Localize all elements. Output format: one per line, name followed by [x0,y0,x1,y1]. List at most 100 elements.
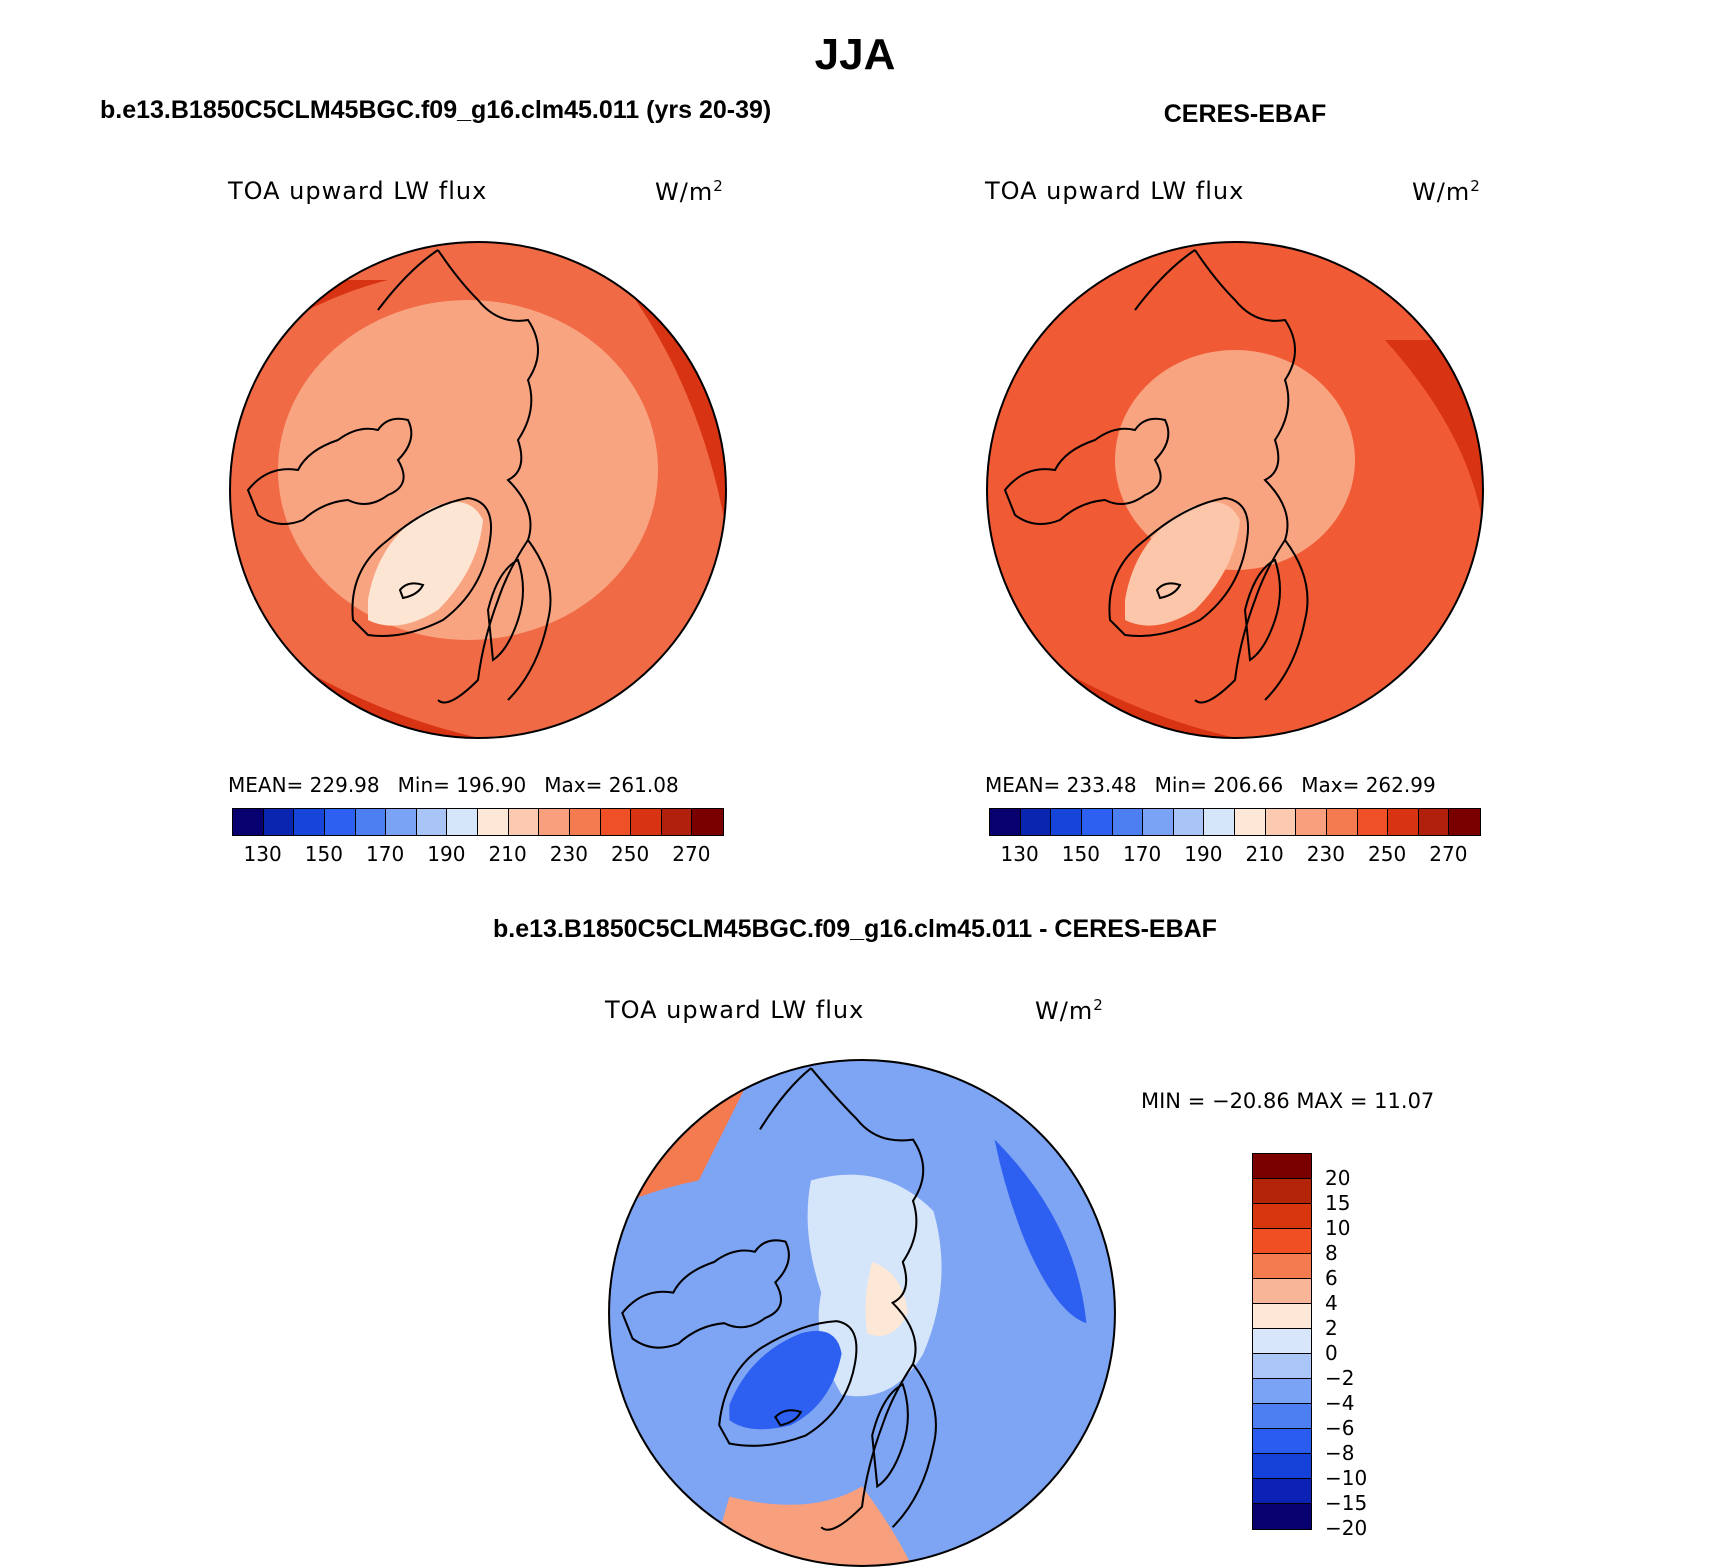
colorbar-swatch [416,809,448,835]
colorbar-swatch [1253,1429,1311,1454]
colorbar-swatch [539,809,570,835]
colorbar-swatch [447,809,478,835]
colorbar-tick-label: 15 [1325,1191,1351,1215]
colorbar-swatch [1296,809,1327,835]
model-greenland-field [368,502,483,626]
colorbar-tick-label: −15 [1325,1491,1368,1515]
colorbar-tick-label: −6 [1325,1416,1355,1440]
colorbar-tick-label: −8 [1325,1441,1355,1465]
colorbar-swatch [1235,809,1266,835]
colorbar-tick-label: 210 [488,842,527,866]
colorbar-swatch [263,809,295,835]
model-variable-label: TOA upward LW flux [228,177,488,205]
obs-stats: MEAN= 233.48 Min= 206.66 Max= 262.99 [985,773,1436,797]
colorbar-tick-label: 150 [304,842,343,866]
difference-colorbar [1252,1153,1312,1530]
colorbar-swatch [1253,1204,1311,1229]
colorbar-tick-label: 150 [1061,842,1100,866]
diff-coastline-iceland [774,1409,803,1427]
colorbar-swatch [508,809,540,835]
colorbar-tick-label: 210 [1245,842,1284,866]
colorbar-swatch [600,809,632,835]
colorbar-tick-label: −4 [1325,1391,1355,1415]
colorbar-tick-label: 10 [1325,1216,1351,1240]
diff-strong-negative-greenland [729,1330,842,1430]
obs-units-label: W/m2 [1412,177,1481,206]
obs-coastline-iceland [1155,582,1182,600]
colorbar-swatch [1253,1504,1311,1529]
diff-coastline-greenland [718,1320,858,1447]
colorbar-tick-label: 6 [1325,1266,1338,1290]
colorbar-swatch [1253,1279,1311,1304]
colorbar-tick-label: 270 [1429,842,1468,866]
diff-units-label: W/m2 [1035,996,1104,1025]
model-stats: MEAN= 229.98 Min= 196.90 Max= 261.08 [228,773,679,797]
colorbar-swatch [1143,809,1174,835]
obs-coastline-greenland [1108,496,1249,637]
diff-coastline-eurasia [759,1067,937,1531]
colorbar-swatch [1253,1379,1311,1404]
obs-panel-title: CERES-EBAF [1163,100,1327,128]
colorbar-tick-label: 190 [1184,842,1223,866]
diff-variable-label: TOA upward LW flux [605,996,865,1024]
model-coastline-canada [246,417,413,525]
diff-coastline-canada [621,1239,790,1349]
obs-coastline-scandinavia [1243,558,1281,662]
difference-panel-title: b.e13.B1850C5CLM45BGC.f09_g16.clm45.011 … [493,915,1217,943]
colorbar-swatch [990,809,1021,835]
model-polar-map [229,241,727,739]
colorbar-tick-label: 250 [611,842,650,866]
colorbar-swatch [1326,809,1358,835]
diff-strong-negative-east [994,1139,1087,1324]
model-colorbar-ticks: 130 150 170 190 210 230 250 270 [232,842,722,868]
colorbar-swatch [569,809,601,835]
model-arctic-field [278,300,658,640]
colorbar-tick-label: 8 [1325,1241,1338,1265]
model-panel-title: b.e13.B1850C5CLM45BGC.f09_g16.clm45.011 … [100,96,772,124]
diff-stats: MIN = −20.86 MAX = 11.07 [1141,1089,1435,1113]
colorbar-swatch [1253,1329,1311,1354]
colorbar-swatch [1253,1154,1311,1179]
model-coastline-eurasia [377,249,552,704]
colorbar-swatch [1204,809,1235,835]
colorbar-tick-label: −2 [1325,1366,1355,1390]
colorbar-swatch [661,809,693,835]
colorbar-tick-label: 2 [1325,1316,1338,1340]
colorbar-swatch [233,809,264,835]
obs-arctic-field [1115,350,1355,570]
colorbar-swatch [1020,809,1052,835]
model-coastline-greenland [351,496,492,637]
page-title: JJA [814,30,896,79]
difference-colorbar-ticks: 20 15 10 8 6 4 2 0 −2 −4 −6 −8 −10 −15 −20 [1325,1153,1385,1540]
obs-greenland-field [1125,502,1240,626]
colorbar-swatch [355,809,387,835]
colorbar-swatch [1253,1229,1311,1254]
colorbar-tick-label: −20 [1325,1516,1368,1540]
colorbar-tick-label: −10 [1325,1466,1368,1490]
colorbar-swatch [478,809,509,835]
colorbar-tick-label: 130 [1000,842,1039,866]
colorbar-tick-label: 170 [366,842,405,866]
obs-colorbar-ticks: 130 150 170 190 210 230 250 270 [989,842,1479,868]
model-coastline-scandinavia [486,558,524,662]
colorbar-tick-label: 130 [243,842,282,866]
model-coastline-iceland [398,582,425,600]
colorbar-tick-label: 270 [672,842,711,866]
colorbar-swatch [1051,809,1082,835]
colorbar-swatch [1253,1179,1311,1204]
colorbar-tick-label: 20 [1325,1166,1351,1190]
colorbar-swatch [1081,809,1113,835]
diff-coastline-scandinavia [871,1382,909,1489]
colorbar-swatch [1253,1404,1311,1429]
colorbar-swatch [294,809,325,835]
colorbar-swatch [324,809,356,835]
colorbar-swatch [1265,809,1297,835]
colorbar-swatch [1253,1354,1311,1379]
colorbar-swatch [1418,809,1450,835]
obs-coastline-canada [1003,417,1170,525]
model-colorbar [232,808,724,836]
colorbar-swatch [1449,809,1480,835]
colorbar-tick-label: 0 [1325,1341,1338,1365]
obs-colorbar [989,808,1481,836]
model-units-label: W/m2 [655,177,724,206]
